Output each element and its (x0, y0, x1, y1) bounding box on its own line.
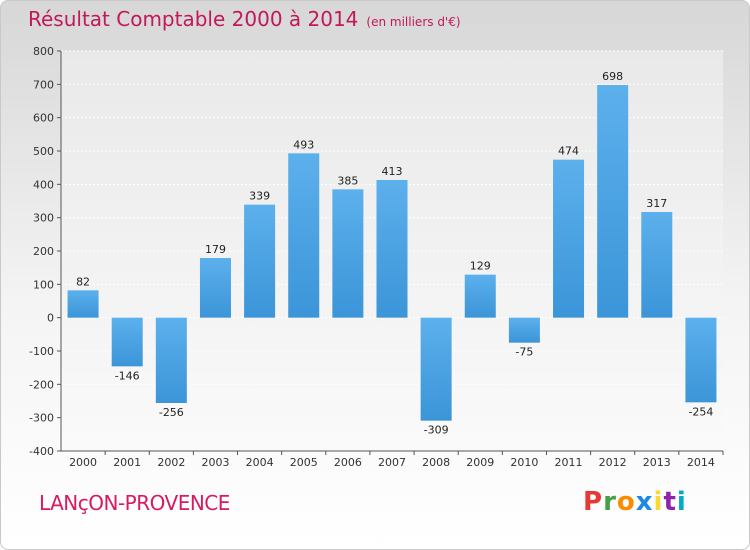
logo-letter: P (583, 487, 604, 517)
bar (464, 274, 496, 318)
logo-letter: x (635, 487, 654, 517)
x-tick-label: 2012 (599, 456, 627, 469)
city-name: LANçON-PROVENCE (39, 491, 230, 515)
y-tick-label: -300 (29, 412, 54, 425)
bar-value-label: -146 (115, 369, 140, 382)
y-tick-label: 500 (33, 145, 54, 158)
bar-value-label: 179 (205, 243, 226, 256)
bar-value-label: -309 (424, 424, 449, 437)
bar (420, 317, 452, 421)
bar (376, 180, 408, 318)
logo-letter: o (616, 487, 636, 517)
x-tick-label: 2010 (510, 456, 538, 469)
bar-value-label: -256 (159, 406, 184, 419)
bar (288, 153, 320, 318)
bar (244, 204, 276, 318)
y-tick-label: 0 (47, 312, 54, 325)
x-tick-label: 2008 (422, 456, 450, 469)
chart-subtitle: (en milliers d'€) (366, 15, 461, 29)
x-tick-label: 2009 (466, 456, 494, 469)
chart-title-text: Résultat Comptable 2000 à 2014 (28, 7, 359, 31)
y-tick-label: 400 (33, 178, 54, 191)
bar (199, 258, 231, 318)
bar-value-label: 339 (249, 190, 270, 203)
y-tick-label: 700 (33, 78, 54, 91)
logo-letter: t (663, 487, 677, 517)
bar (111, 317, 143, 367)
bar-value-label: -254 (688, 405, 713, 418)
x-tick-label: 2000 (69, 456, 97, 469)
bar-value-label: 698 (602, 70, 623, 83)
bar (641, 212, 673, 318)
bar (508, 317, 540, 343)
bar (332, 189, 364, 318)
logo-letter: i (653, 487, 664, 517)
proxiti-logo: Proxiti (583, 487, 687, 517)
bar-value-label: 413 (382, 165, 403, 178)
logo-letter: i (676, 487, 687, 517)
y-tick-label: 100 (33, 278, 54, 291)
x-tick-label: 2013 (643, 456, 671, 469)
bar-value-label: 82 (76, 275, 90, 288)
x-tick-label: 2006 (334, 456, 362, 469)
bar (155, 317, 187, 403)
x-tick-label: 2003 (201, 456, 229, 469)
y-tick-label: 300 (33, 212, 54, 225)
x-tick-label: 2011 (555, 456, 583, 469)
x-tick-label: 2005 (290, 456, 318, 469)
bar (685, 317, 717, 403)
bar (553, 159, 585, 318)
y-tick-label: 200 (33, 245, 54, 258)
y-tick-label: 800 (33, 45, 54, 58)
y-tick-label: -200 (29, 378, 54, 391)
x-tick-label: 2002 (157, 456, 185, 469)
bar-value-label: 493 (293, 138, 314, 151)
x-tick-label: 2001 (113, 456, 141, 469)
x-tick-label: 2004 (246, 456, 274, 469)
y-tick-label: -100 (29, 345, 54, 358)
y-tick-label: -400 (29, 445, 54, 458)
bar-value-label: 317 (646, 197, 667, 210)
bar-value-label: 385 (337, 174, 358, 187)
bar-value-label: 129 (470, 260, 491, 273)
logo-letter: r (603, 487, 617, 517)
x-tick-label: 2014 (687, 456, 715, 469)
bar (597, 85, 629, 318)
bar-value-label: -75 (515, 346, 533, 359)
chart-title: Résultat Comptable 2000 à 2014 (en millie… (28, 7, 461, 31)
x-tick-label: 2007 (378, 456, 406, 469)
bar (67, 290, 99, 318)
y-tick-label: 600 (33, 112, 54, 125)
bar-value-label: 474 (558, 145, 579, 158)
